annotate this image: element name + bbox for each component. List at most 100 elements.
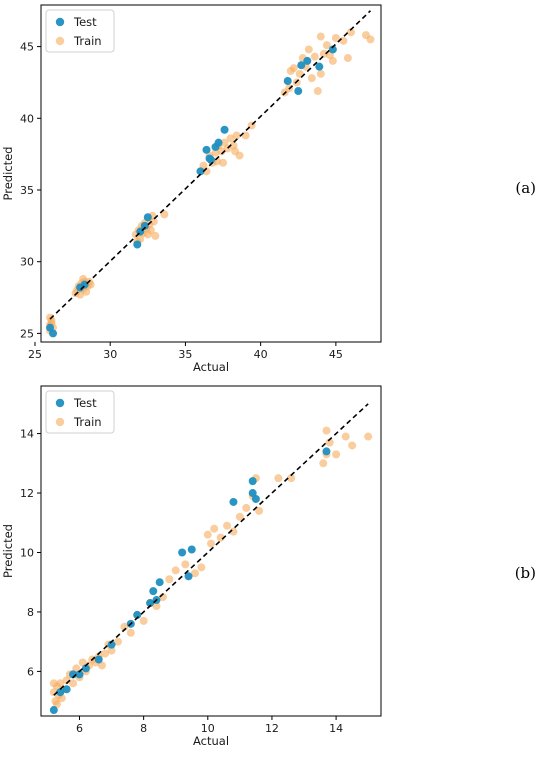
train-point <box>364 432 373 441</box>
test-point <box>133 240 142 249</box>
test-legend-marker <box>55 398 65 408</box>
x-tick-label: 40 <box>254 348 268 361</box>
train-point <box>366 35 375 44</box>
y-axis-label: Predicted <box>1 147 15 201</box>
y-tick-label: 10 <box>20 546 34 559</box>
test-point <box>149 587 158 596</box>
x-tick-label: 35 <box>178 348 192 361</box>
test-point <box>62 685 71 694</box>
test-point <box>46 323 55 332</box>
x-tick-label: 25 <box>28 348 42 361</box>
x-tick-label: 45 <box>329 348 343 361</box>
train-point <box>274 474 283 483</box>
x-tick-label: 14 <box>329 722 343 735</box>
train-point <box>152 602 161 610</box>
y-tick-label: 14 <box>20 428 34 441</box>
test-point <box>251 494 260 503</box>
train-point <box>255 506 264 515</box>
test-point <box>207 155 215 164</box>
train-point <box>113 637 122 646</box>
train-point <box>71 289 80 298</box>
plot-frame <box>40 385 382 717</box>
train-point <box>223 521 232 530</box>
train-point <box>232 131 241 140</box>
train-point <box>319 459 328 468</box>
train-point <box>242 503 251 512</box>
train-point <box>126 628 135 637</box>
train-point <box>287 474 296 483</box>
x-tick-label: 8 <box>140 722 147 735</box>
train-point <box>231 147 240 156</box>
train-point <box>219 158 228 167</box>
test-point <box>81 664 90 673</box>
train-point <box>339 36 348 45</box>
test-point <box>303 56 312 65</box>
test-point <box>184 572 193 581</box>
test-point <box>133 610 142 619</box>
train-point <box>160 210 169 219</box>
train-point <box>217 147 226 156</box>
test-point <box>294 87 303 96</box>
x-tick-label: 10 <box>201 722 215 735</box>
test-point <box>248 477 257 486</box>
test-point <box>202 145 211 154</box>
test-point <box>178 548 187 557</box>
test-point <box>214 138 223 147</box>
train-point <box>346 28 355 37</box>
train-point <box>107 646 116 655</box>
test-point <box>283 77 292 85</box>
y-tick-label: 35 <box>20 184 34 197</box>
legend: Test Train <box>45 390 115 434</box>
train-point <box>332 450 341 459</box>
train-point <box>307 74 316 83</box>
test-legend-label: Test <box>73 15 97 29</box>
y-tick-label: 30 <box>20 256 34 269</box>
x-axis-label: Actual <box>193 360 229 374</box>
train-point <box>181 560 190 569</box>
train-point <box>325 438 334 447</box>
test-point <box>248 489 257 498</box>
test-point <box>322 447 331 456</box>
train-point <box>165 575 174 584</box>
train-point <box>97 661 106 670</box>
panel-label: (a) <box>515 179 536 197</box>
y-tick-label: 40 <box>20 112 34 125</box>
test-legend-marker <box>55 17 65 27</box>
test-point <box>146 599 155 608</box>
plot-frame <box>40 4 382 343</box>
train-point <box>211 148 220 157</box>
legend: Test Train <box>45 9 115 53</box>
train-point <box>331 33 340 42</box>
train-point <box>310 52 319 61</box>
train-point <box>146 226 155 235</box>
test-point <box>56 688 65 697</box>
test-point <box>75 670 84 679</box>
test-point <box>220 125 229 134</box>
train-point <box>207 539 215 548</box>
train-point <box>316 32 325 41</box>
y-tick-label: 45 <box>20 41 34 54</box>
train-point <box>289 64 298 73</box>
train-point <box>328 56 337 65</box>
train-point <box>313 87 322 96</box>
y-tick-label: 8 <box>27 606 34 619</box>
diagonal-reference-line <box>53 403 369 696</box>
y-tick-label: 25 <box>20 327 34 340</box>
train-point <box>322 41 331 50</box>
test-point <box>297 61 306 70</box>
train-point <box>101 649 110 658</box>
panel-label: (b) <box>515 564 536 582</box>
x-tick-label: 12 <box>265 722 279 735</box>
x-tick-label: 30 <box>103 348 117 361</box>
train-point <box>341 432 350 441</box>
train-point <box>197 563 206 572</box>
test-point <box>315 62 324 71</box>
train-point <box>304 45 313 54</box>
train-point <box>53 700 62 709</box>
test-point <box>328 45 337 54</box>
train-legend-label: Train <box>73 415 102 429</box>
y-axis-label: Predicted <box>1 524 15 578</box>
test-point <box>229 497 238 506</box>
train-legend-marker <box>55 417 65 427</box>
